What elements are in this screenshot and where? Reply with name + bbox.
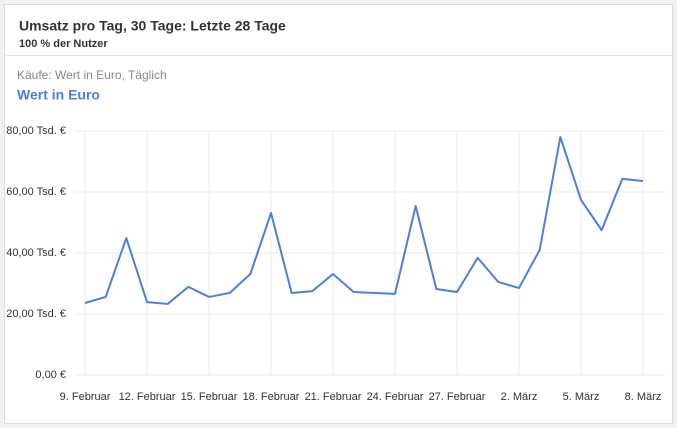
x-tick-label: 18. Februar [243,391,300,403]
x-tick-label: 21. Februar [305,391,362,403]
chart-subtitle: 100 % der Nutzer [19,38,108,50]
legend-entry: Wert in Euro [17,87,100,103]
x-tick-label: 12. Februar [119,391,176,403]
x-tick-label: 15. Februar [181,391,238,403]
x-tick-label: 8. März [625,391,662,403]
x-tick-label: 5. März [563,391,600,403]
chart-title: Umsatz pro Tag, 30 Tage: Letzte 28 Tage [19,18,286,34]
metric-label: Käufe: Wert in Euro, Täglich [17,68,167,82]
y-tick-label: 40,00 Tsd. € [6,247,66,259]
card [4,4,673,424]
y-tick-label: 60,00 Tsd. € [6,186,66,198]
y-tick-label: 80,00 Tsd. € [6,125,66,137]
x-tick-label: 27. Februar [429,391,486,403]
x-tick-label: 9. Februar [60,391,111,403]
x-tick-label: 2. März [501,391,538,403]
y-tick-label: 0,00 € [35,369,66,381]
x-tick-label: 24. Februar [367,391,424,403]
line [84,136,644,305]
y-tick-label: 20,00 Tsd. € [6,308,66,320]
